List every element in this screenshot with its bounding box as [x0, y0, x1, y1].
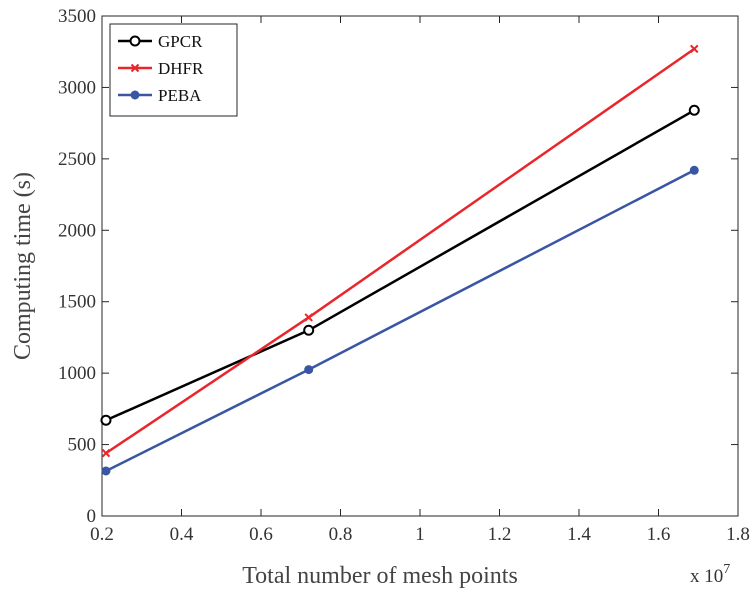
- legend-entry-gpcr: GPCR: [118, 32, 203, 51]
- x-tick-label: 1.2: [488, 524, 512, 545]
- series-layer: [100, 44, 700, 476]
- legend-entry-peba: PEBA: [118, 86, 202, 105]
- x-axis-multiplier-exponent: 7: [723, 562, 730, 577]
- y-tick-label: 500: [68, 435, 97, 456]
- x-tick-label: 1.6: [647, 524, 671, 545]
- y-tick-label: 2500: [58, 149, 96, 170]
- data-point-gpcr: [100, 414, 112, 426]
- legend: GPCR DHFR PEBA: [109, 23, 238, 117]
- y-tick-label: 3500: [58, 6, 96, 27]
- x-tick-label: 1.4: [567, 524, 591, 545]
- y-tick-label: 1000: [58, 363, 96, 384]
- data-point-peba: [689, 165, 699, 175]
- y-tick-label: 0: [87, 506, 97, 527]
- data-point-gpcr: [688, 104, 700, 116]
- x-axis-multiplier: x 107: [690, 562, 730, 587]
- data-point-gpcr: [303, 324, 315, 336]
- data-point-dhfr: [304, 313, 313, 322]
- series-dhfr: [101, 44, 699, 458]
- x-tick-label: 0.2: [90, 524, 114, 545]
- y-axis-label: Computing time (s): [10, 172, 36, 360]
- data-point-dhfr: [690, 44, 699, 54]
- x-axis-multiplier-base: x 10: [690, 566, 723, 587]
- series-peba: [101, 165, 699, 476]
- x-tick-label: 0.6: [249, 524, 273, 545]
- x-tick-label: 1.8: [726, 524, 750, 545]
- legend-swatch-marker: [130, 63, 140, 73]
- x-tick-label: 1: [415, 524, 425, 545]
- x-tick-label: 0.8: [329, 524, 353, 545]
- legend-swatch-marker: [129, 35, 141, 47]
- y-tick-label: 1500: [58, 292, 96, 313]
- data-point-peba: [304, 365, 314, 375]
- legend-label: GPCR: [158, 32, 203, 51]
- legend-label: DHFR: [158, 59, 204, 78]
- x-tick-label: 0.4: [170, 524, 194, 545]
- legend-swatch-marker: [130, 90, 140, 100]
- legend-entry-dhfr: DHFR: [118, 59, 204, 78]
- series-gpcr: [100, 104, 700, 426]
- data-point-dhfr: [101, 448, 111, 458]
- x-axis-label: Total number of mesh points: [242, 563, 518, 589]
- legend-label: PEBA: [158, 86, 202, 105]
- y-tick-label: 2000: [58, 220, 96, 241]
- data-point-peba: [101, 466, 111, 476]
- y-tick-label: 3000: [58, 77, 96, 98]
- x-axis-ticks: 0.2 0.4 0.6 0.8 1 1.2 1.4 1.6 1.8: [90, 16, 750, 545]
- y-axis-ticks: 0 500 1000 1500 2000 2500 3000 3500: [58, 6, 738, 527]
